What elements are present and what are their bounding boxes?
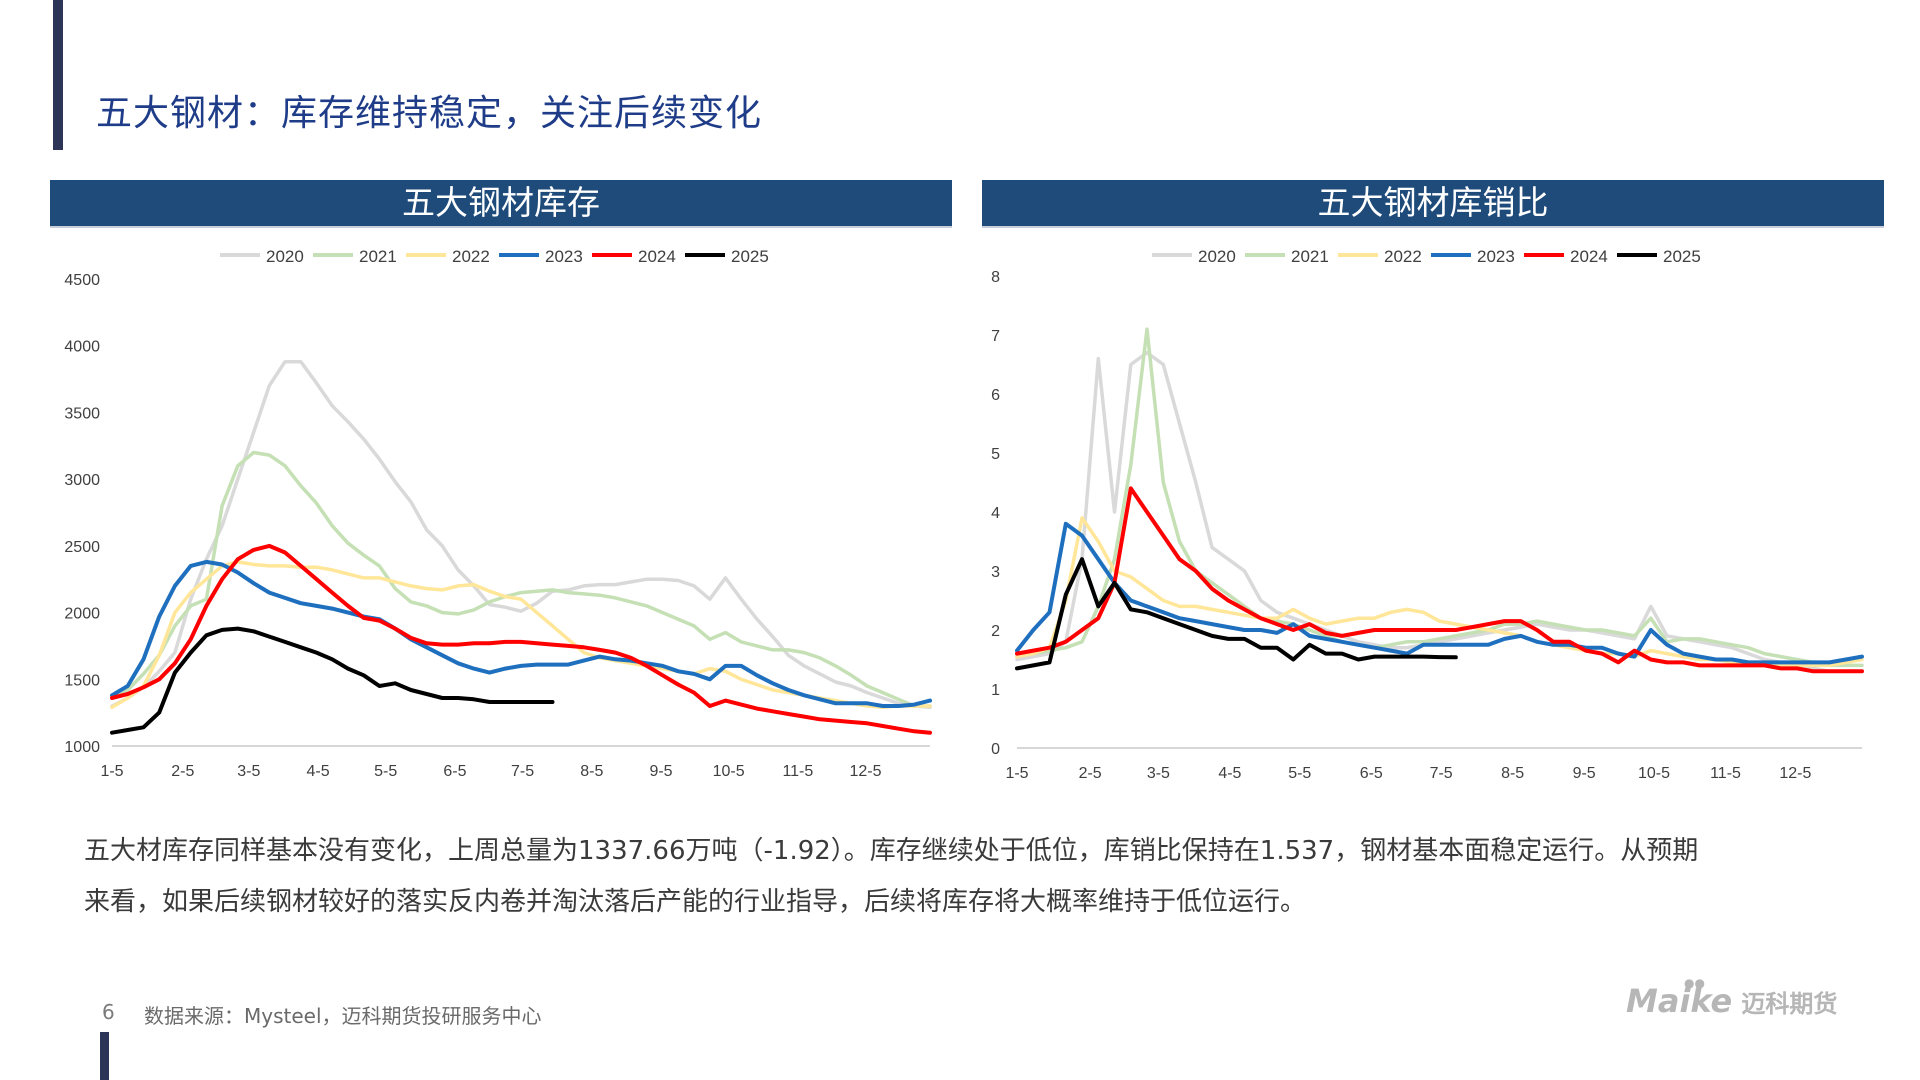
x-tick-label: 9-5	[1573, 765, 1596, 782]
series-line-2025	[1015, 557, 1458, 671]
series-line-2022	[110, 560, 932, 710]
x-tick-label: 8-5	[1501, 765, 1524, 782]
x-tick-label: 10-5	[713, 763, 745, 780]
top-accent-bar	[53, 0, 63, 150]
inventory-line-chart: 2020 2021 2022 2023 2024 2025 1000 1500 2000 2500…	[64, 247, 932, 780]
y-tick-label: 4500	[64, 272, 100, 289]
legend-label-2024: 2024	[638, 247, 676, 266]
x-tick-label: 1-5	[1005, 765, 1028, 782]
chart-legend: 2020 2021 2022 2023 2024 2025	[220, 247, 769, 266]
legend-label-2023: 2023	[545, 247, 583, 266]
y-tick-label: 2500	[64, 539, 100, 556]
x-tick-label: 2-5	[171, 763, 194, 780]
bottom-accent-bar	[100, 1032, 109, 1080]
x-tick-label: 12-5	[1779, 765, 1811, 782]
legend-label-2020: 2020	[1198, 247, 1236, 266]
series-line-2021	[1015, 327, 1864, 668]
x-tick-label: 7-5	[1430, 765, 1453, 782]
x-tick-label: 7-5	[511, 763, 534, 780]
x-tick-label: 11-5	[782, 763, 813, 780]
legend-label-2025: 2025	[731, 247, 769, 266]
series-line-2024	[1015, 486, 1864, 674]
series-line-2025	[110, 626, 555, 735]
y-tick-label: 2	[991, 623, 1000, 640]
x-tick-label: 1-5	[100, 763, 123, 780]
y-tick-label: 4000	[64, 339, 100, 356]
series-line-2020	[110, 359, 932, 710]
logo-text: 迈科期货	[1741, 990, 1838, 1018]
inventory-sales-ratio-line-chart: 2020 2021 2022 2023 2024 2025 0 1 2 3 4 5 6 7 8 1-5 2-5 3…	[991, 247, 1864, 782]
x-tick-label: 3-5	[237, 763, 260, 780]
y-tick-label: 0	[991, 741, 1000, 758]
legend-label-2023: 2023	[1477, 247, 1515, 266]
y-tick-label: 4	[991, 505, 1000, 522]
x-tick-label: 12-5	[849, 763, 881, 780]
y-tick-label: 6	[991, 387, 1000, 404]
legend-label-2021: 2021	[1291, 247, 1329, 266]
legend-label-2025: 2025	[1663, 247, 1701, 266]
y-tick-label: 8	[991, 269, 1000, 286]
legend-label-2022: 2022	[1384, 247, 1422, 266]
x-tick-label: 6-5	[443, 763, 466, 780]
x-tick-label: 10-5	[1638, 765, 1670, 782]
x-tick-label: 11-5	[1710, 765, 1741, 782]
x-tick-label: 4-5	[307, 763, 330, 780]
x-tick-label: 3-5	[1147, 765, 1170, 782]
commentary-paragraph: 五大材库存同样基本没有变化，上周总量为1337.66万吨（-1.92）。库存继续…	[84, 826, 1864, 928]
company-logo: ●● Maike 迈科期货	[1626, 976, 1838, 1020]
x-tick-label: 4-5	[1218, 765, 1241, 782]
logo-dots-icon: ●●	[1684, 976, 1705, 990]
legend-label-2021: 2021	[359, 247, 397, 266]
y-tick-label: 3	[991, 564, 1000, 581]
y-tick-label: 7	[991, 328, 1000, 345]
series-line-2020	[1015, 350, 1864, 674]
slide-title: 五大钢材：库存维持稳定，关注后续变化	[96, 93, 763, 134]
series-line-2023	[110, 559, 932, 708]
left-chart-header: 五大钢材库存	[50, 180, 952, 228]
legend-label-2024: 2024	[1570, 247, 1608, 266]
x-tick-label: 8-5	[580, 763, 603, 780]
x-tick-label: 9-5	[649, 763, 672, 780]
right-chart-header: 五大钢材库销比	[982, 180, 1884, 228]
series-line-2024	[110, 543, 932, 735]
logo-mark: Maike	[1626, 982, 1733, 1020]
legend-label-2020: 2020	[266, 247, 304, 266]
page-number: 6	[102, 1000, 115, 1024]
commentary-line-2: 来看，如果后续钢材较好的落实反内卷并淘汰落后产能的行业指导，后续将库存将大概率维…	[84, 887, 1307, 917]
y-tick-label: 1	[991, 682, 1000, 699]
x-tick-label: 2-5	[1079, 765, 1102, 782]
y-tick-label: 2000	[64, 606, 100, 623]
data-source: 数据来源：Mysteel，迈科期货投研服务中心	[144, 1004, 542, 1028]
commentary-line-1: 五大材库存同样基本没有变化，上周总量为1337.66万吨（-1.92）。库存继续…	[84, 836, 1699, 866]
y-tick-label: 3500	[64, 405, 100, 422]
y-tick-label: 3000	[64, 472, 100, 489]
chart-legend: 2020 2021 2022 2023 2024 2025	[1152, 247, 1701, 266]
x-tick-label: 5-5	[374, 763, 397, 780]
y-tick-label: 1500	[64, 672, 100, 689]
y-tick-label: 5	[991, 446, 1000, 463]
x-tick-label: 5-5	[1288, 765, 1311, 782]
y-tick-label: 1000	[64, 739, 100, 756]
series-line-2021	[110, 450, 932, 708]
x-tick-label: 6-5	[1360, 765, 1383, 782]
series-line-2023	[1015, 521, 1864, 665]
legend-label-2022: 2022	[452, 247, 490, 266]
